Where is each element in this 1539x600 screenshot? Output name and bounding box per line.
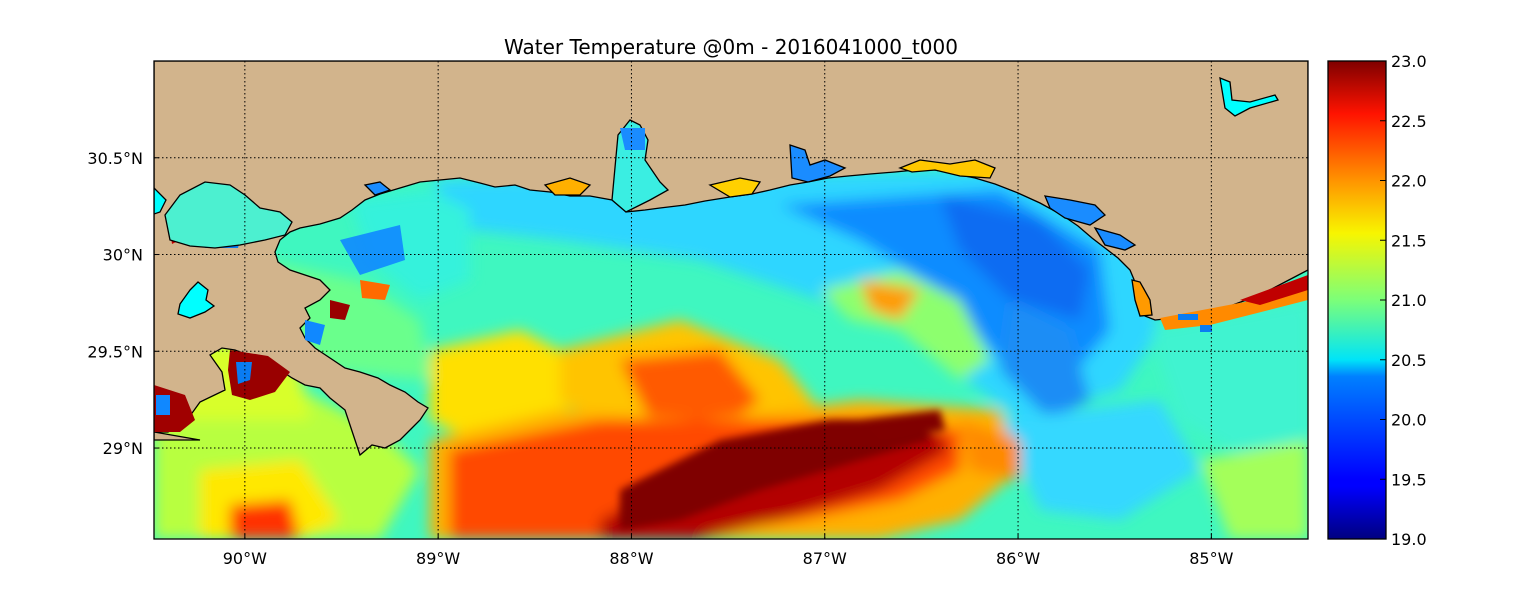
colorbar-tick-label: 19.5 xyxy=(1391,470,1427,489)
map-frame xyxy=(153,60,1309,540)
x-tick-label: 89°W xyxy=(416,549,460,568)
colorbar-gradient xyxy=(1327,60,1387,540)
chart-title: Water Temperature @0m - 2016041000_t000 xyxy=(504,35,958,59)
colorbar: 23.0 22.5 22.0 21.5 21.0 20.5 20.0 19.5 19.0 xyxy=(1327,52,1427,549)
map-gridlines xyxy=(154,61,1308,539)
x-tick-label: 90°W xyxy=(223,549,267,568)
colorbar-tick-label: 19.0 xyxy=(1391,530,1427,549)
colorbar-tick-label: 21.0 xyxy=(1391,291,1427,310)
longitude-tick-labels: 90°W 89°W 88°W 87°W 86°W 85°W xyxy=(223,534,1234,568)
colorbar-tick-label: 20.0 xyxy=(1391,411,1427,430)
y-tick-label: 30°N xyxy=(103,246,143,265)
colorbar-tick-label: 22.5 xyxy=(1391,112,1427,131)
colorbar-tick-label: 21.5 xyxy=(1391,231,1427,250)
y-tick-label: 29.5°N xyxy=(87,342,143,361)
x-tick-label: 85°W xyxy=(1189,549,1233,568)
inland-water xyxy=(154,76,1279,319)
colorbar-tick-label: 22.0 xyxy=(1391,172,1427,191)
coastal-temperature-patches xyxy=(154,225,1308,432)
latitude-tick-labels: 30.5°N 30°N 29.5°N 29°N xyxy=(87,149,159,458)
colorbar-tick-labels: 23.0 22.5 22.0 21.5 21.0 20.5 20.0 19.5 19.0 xyxy=(1380,52,1427,549)
x-tick-label: 88°W xyxy=(609,549,653,568)
y-tick-label: 30.5°N xyxy=(87,149,143,168)
colorbar-tick-label: 20.5 xyxy=(1391,351,1427,370)
x-tick-label: 87°W xyxy=(803,549,847,568)
colorbar-tick-label: 23.0 xyxy=(1391,52,1427,71)
x-tick-label: 86°W xyxy=(996,549,1040,568)
y-tick-label: 29°N xyxy=(103,439,143,458)
